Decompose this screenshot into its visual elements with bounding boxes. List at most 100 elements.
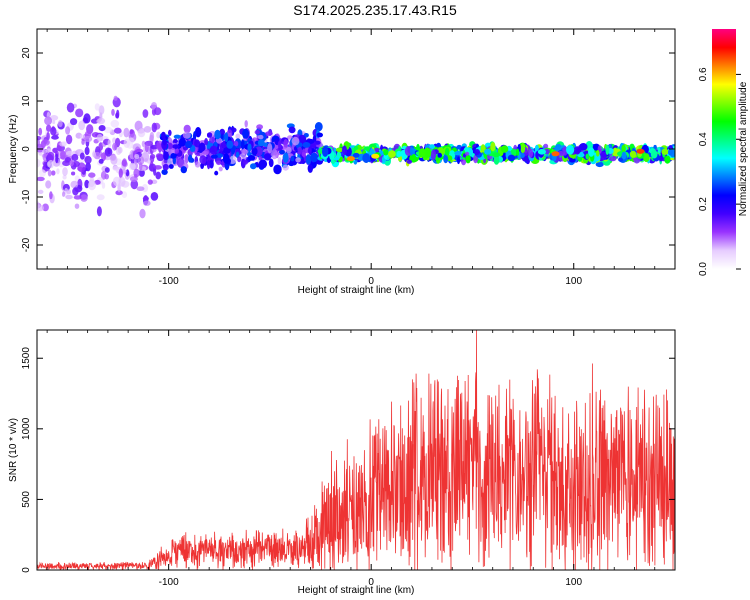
heatmap-cell bbox=[135, 148, 144, 154]
heatmap-cell bbox=[37, 189, 44, 194]
heatmap-cell bbox=[155, 153, 163, 159]
heatmap-cell bbox=[103, 126, 113, 134]
snr-series-line bbox=[37, 330, 675, 570]
heatmap-cell bbox=[206, 159, 211, 170]
heatmap-cell bbox=[267, 143, 273, 154]
heatmap-cell bbox=[52, 120, 56, 125]
colorbar: 0.0 0.2 0.4 0.6 Normalized spectral amplitu… bbox=[698, 29, 749, 276]
heatmap-cell bbox=[38, 127, 43, 136]
snr-y-ticks: 0 500 1000 1500 bbox=[21, 347, 675, 573]
heatmap-cell bbox=[305, 154, 312, 165]
heatmap-cell bbox=[520, 142, 526, 154]
heatmap-cell bbox=[51, 170, 56, 176]
heatmap-cell bbox=[118, 168, 123, 179]
heatmap-cell bbox=[37, 204, 45, 212]
heatmap-cell bbox=[209, 159, 214, 169]
heatmap-cell bbox=[605, 144, 610, 155]
heatmap-cell bbox=[142, 109, 149, 118]
heatmap-cell bbox=[176, 148, 179, 154]
heatmap-cell bbox=[37, 136, 42, 141]
heatmap-cell bbox=[543, 143, 549, 149]
heatmap-cell bbox=[142, 196, 149, 201]
heatmap-cell bbox=[116, 109, 120, 119]
heatmap-cell bbox=[194, 127, 202, 138]
heatmap-cell bbox=[149, 131, 155, 141]
heatmap-cell bbox=[661, 148, 669, 155]
heatmap-cell bbox=[138, 162, 143, 171]
heatmap-cell bbox=[144, 142, 149, 153]
heatmap-cell bbox=[244, 120, 248, 128]
heatmap-cell bbox=[84, 135, 93, 143]
heatmap-cell bbox=[336, 151, 342, 158]
heatmap-cell bbox=[121, 159, 127, 167]
heatmap-cell bbox=[352, 152, 360, 158]
heatmap-cell bbox=[285, 146, 292, 154]
heatmap-cell bbox=[65, 126, 71, 135]
heatmap-cell bbox=[454, 151, 462, 156]
heatmap-cell bbox=[170, 153, 176, 159]
heatmap-cell bbox=[579, 151, 584, 157]
heatmap-cell bbox=[162, 137, 167, 146]
heatmap-cell bbox=[224, 132, 229, 143]
heatmap-cell bbox=[149, 154, 156, 159]
heatmap-cell bbox=[557, 150, 565, 157]
heatmap-cell bbox=[98, 105, 105, 115]
heatmap-cell bbox=[133, 157, 137, 165]
heatmap-cell bbox=[150, 144, 158, 150]
snr-y-tick-label: 1000 bbox=[21, 417, 32, 440]
heatmap-cell bbox=[78, 120, 86, 131]
heatmap-cell bbox=[316, 132, 323, 138]
heatmap-cell bbox=[66, 102, 75, 113]
heatmap-cell bbox=[183, 124, 191, 134]
heatmap-cell bbox=[114, 127, 122, 134]
heatmap-cell bbox=[566, 145, 575, 155]
heatmap-cell bbox=[406, 159, 413, 164]
heatmap-cell bbox=[47, 169, 52, 177]
heatmap-cell bbox=[41, 139, 50, 146]
heatmap-cell bbox=[127, 137, 135, 144]
heatmap-cell bbox=[115, 190, 123, 196]
heatmap-cell bbox=[579, 143, 588, 151]
heatmap-cell bbox=[84, 155, 92, 164]
heatmap-cell bbox=[112, 142, 118, 151]
heatmap-cell bbox=[283, 139, 289, 148]
heatmap-cell bbox=[87, 180, 97, 191]
heatmap-cell bbox=[588, 147, 595, 157]
heatmap-cell bbox=[151, 122, 157, 133]
snr-frame bbox=[36, 329, 676, 571]
heatmap-cell bbox=[167, 142, 173, 150]
spectrogram-y-tick-label: -10 bbox=[21, 189, 32, 204]
heatmap-cell bbox=[101, 182, 106, 189]
heatmap-cell bbox=[143, 125, 152, 133]
colorbar-tick-label: 0.2 bbox=[698, 197, 709, 211]
heatmap-cell bbox=[664, 155, 671, 164]
heatmap-cell bbox=[57, 120, 63, 128]
snr-y-tick-label: 0 bbox=[21, 567, 32, 573]
heatmap-cell bbox=[49, 191, 53, 200]
heatmap-cell bbox=[223, 147, 231, 154]
snr-y-tick-label: 500 bbox=[21, 491, 32, 508]
heatmap-cell bbox=[94, 103, 100, 111]
heatmap-cell bbox=[180, 166, 187, 174]
heatmap-cell bbox=[137, 128, 146, 138]
heatmap-cell bbox=[204, 138, 209, 146]
heatmap-cell bbox=[47, 151, 55, 162]
heatmap-cell bbox=[46, 124, 52, 132]
heatmap-cell bbox=[50, 115, 59, 121]
heatmap-cell bbox=[161, 169, 168, 176]
heatmap-cell bbox=[109, 155, 117, 161]
heatmap-cell bbox=[173, 134, 181, 139]
heatmap-cell bbox=[44, 116, 53, 126]
heatmap-cell bbox=[528, 148, 534, 158]
heatmap-cell bbox=[182, 131, 191, 139]
spectrogram-heatmap bbox=[37, 95, 675, 219]
heatmap-cell bbox=[138, 168, 145, 177]
heatmap-cell bbox=[104, 167, 110, 173]
heatmap-cell bbox=[257, 139, 265, 147]
colorbar-tick-label: 0.0 bbox=[698, 262, 709, 276]
heatmap-cell bbox=[96, 206, 102, 217]
heatmap-cell bbox=[88, 172, 96, 178]
heatmap-cell bbox=[279, 149, 285, 155]
heatmap-cell bbox=[430, 149, 437, 160]
